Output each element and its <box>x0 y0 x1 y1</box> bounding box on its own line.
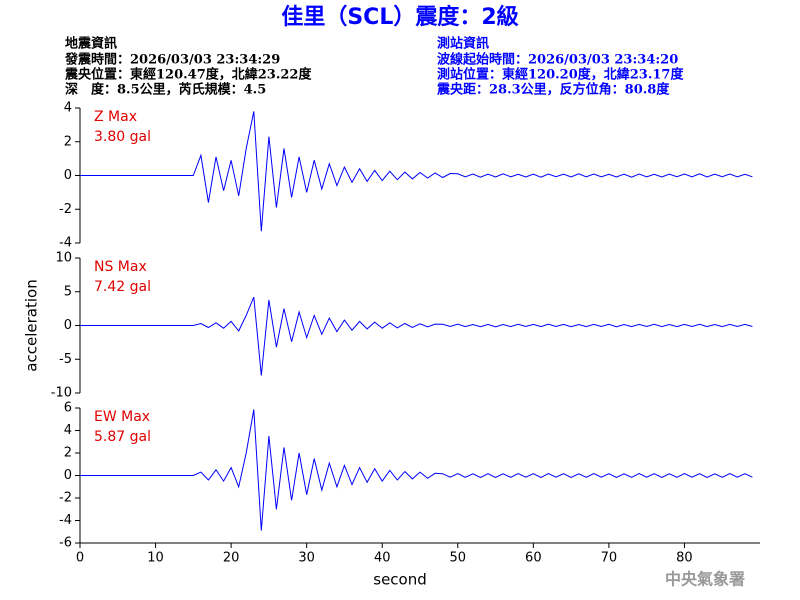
x-tick-label: 40 <box>374 551 391 566</box>
max-annotation: 7.42 gal <box>94 279 151 295</box>
y-tick-label: -4 <box>59 513 72 528</box>
waveform <box>80 296 753 376</box>
x-axis-label: second <box>373 571 427 589</box>
y-tick-label: 6 <box>64 401 72 416</box>
y-axis-label: acceleration <box>23 279 41 371</box>
y-tick-label: 2 <box>64 446 72 461</box>
y-tick-label: -2 <box>59 491 72 506</box>
x-tick-label: 60 <box>525 551 542 566</box>
y-tick-label: 10 <box>55 251 72 266</box>
max-annotation: 3.80 gal <box>94 129 151 145</box>
x-tick-label: 50 <box>450 551 467 566</box>
y-tick-label: -2 <box>59 202 72 217</box>
info-line: 發震時間：2026/03/03 23:34:29 <box>64 52 280 68</box>
x-tick-label: 20 <box>223 551 240 566</box>
y-tick-label: 0 <box>64 168 72 183</box>
x-tick-label: 10 <box>147 551 164 566</box>
max-annotation: EW Max <box>94 409 150 425</box>
y-tick-label: -10 <box>51 386 72 401</box>
waveform <box>80 409 753 531</box>
info-line: 測站資訊 <box>437 36 489 52</box>
x-tick-label: 30 <box>298 551 315 566</box>
y-tick-label: -6 <box>59 536 72 551</box>
info-line: 深 度：8.5公里，芮氏規模：4.5 <box>65 82 266 98</box>
x-tick-label: 0 <box>76 551 84 566</box>
watermark: 中央氣象署 <box>665 570 745 589</box>
y-tick-label: 4 <box>64 101 72 116</box>
page-title: 佳里（SCL）震度：2級 <box>281 4 518 30</box>
max-annotation: Z Max <box>94 109 137 125</box>
info-line: 震央位置：東經120.47度，北緯23.22度 <box>64 67 312 83</box>
max-annotation: 5.87 gal <box>94 429 151 445</box>
info-line: 地震資訊 <box>65 36 117 52</box>
y-tick-label: 5 <box>64 284 72 299</box>
max-annotation: NS Max <box>94 259 147 275</box>
y-tick-label: 4 <box>64 423 72 438</box>
x-tick-label: 80 <box>676 551 693 566</box>
waveform <box>80 111 753 232</box>
y-tick-label: 0 <box>64 468 72 483</box>
y-tick-label: 0 <box>64 318 72 333</box>
y-tick-label: -5 <box>59 352 72 367</box>
x-tick-label: 70 <box>601 551 618 566</box>
y-tick-label: 2 <box>64 134 72 149</box>
info-line: 測站位置：東經120.20度，北緯23.17度 <box>437 67 684 83</box>
info-line: 震央距：28.3公里，反方位角：80.8度 <box>436 82 670 98</box>
y-tick-label: -4 <box>59 236 72 251</box>
info-line: 波線起始時間：2026/03/03 23:34:20 <box>437 52 678 68</box>
